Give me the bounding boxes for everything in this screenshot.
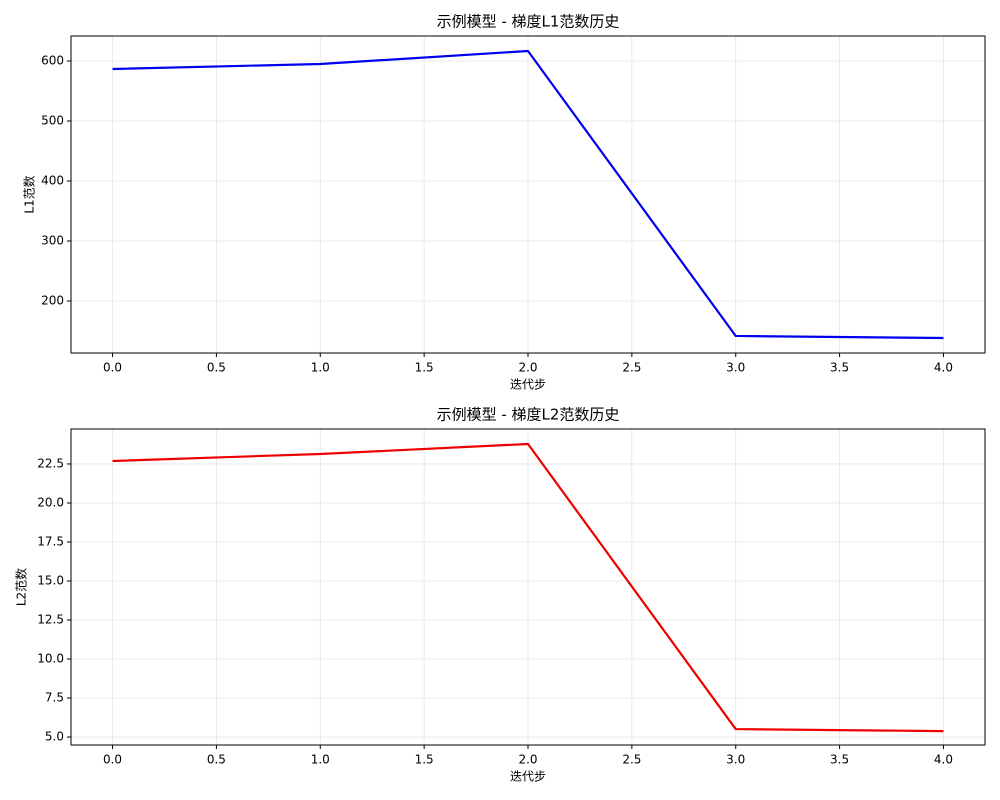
- x-tick-label: 3.0: [726, 753, 745, 767]
- plot-frame: [70, 428, 986, 746]
- y-tick-label: 12.5: [37, 613, 64, 627]
- y-tick-label: 600: [41, 54, 64, 68]
- data-line: [112, 49, 944, 340]
- y-axis-label: L1范数: [22, 175, 37, 213]
- y-tick-label: 5.0: [45, 730, 64, 744]
- x-tick-label: 1.5: [415, 753, 434, 767]
- subplot: 0.0 0.5 1.0 1.5 2.0 2.5 3.0 3.5 4.0 5.0 7.5 10.0 12.…: [14, 406, 986, 784]
- x-tick-label: 0.5: [207, 361, 226, 375]
- x-tick-label: 1.0: [311, 753, 330, 767]
- y-tick-label: 200: [41, 293, 64, 307]
- x-tick-label: 0.0: [103, 753, 122, 767]
- plot-frame: [70, 35, 986, 354]
- x-tick-label: 2.5: [622, 361, 641, 375]
- x-tick-label: 1.0: [311, 361, 330, 375]
- x-tick-label: 0.0: [103, 361, 122, 375]
- y-tick-label: 500: [41, 114, 64, 128]
- chart-title: 示例模型 - 梯度L1范数历史: [437, 13, 620, 31]
- x-axis-label: 迭代步: [510, 770, 546, 784]
- subplot: 0.0 0.5 1.0 1.5 2.0 2.5 3.0 3.5 4.0 200 300 400 500 6…: [22, 13, 986, 392]
- y-tick-label: 7.5: [45, 691, 64, 705]
- y-tick-label: 20.0: [37, 495, 64, 509]
- data-line: [112, 442, 944, 733]
- x-tick-label: 2.5: [622, 753, 641, 767]
- y-tick-label: 10.0: [37, 652, 64, 666]
- y-tick-label: 15.0: [37, 573, 64, 587]
- y-tick-label: 400: [41, 174, 64, 188]
- x-tick-label: 4.0: [934, 361, 953, 375]
- x-axis-label: 迭代步: [510, 378, 546, 392]
- x-tick-label: 1.5: [415, 361, 434, 375]
- x-tick-label: 0.5: [207, 753, 226, 767]
- x-tick-label: 3.5: [830, 753, 849, 767]
- y-axis-label: L2范数: [14, 568, 29, 606]
- x-tick-label: 4.0: [934, 753, 953, 767]
- y-tick-label: 300: [41, 233, 64, 247]
- y-tick-label: 17.5: [37, 534, 64, 548]
- x-tick-label: 2.0: [518, 361, 537, 375]
- y-tick-label: 22.5: [37, 456, 64, 470]
- x-tick-label: 2.0: [518, 753, 537, 767]
- x-tick-label: 3.0: [726, 361, 745, 375]
- x-tick-label: 3.5: [830, 361, 849, 375]
- chart-title: 示例模型 - 梯度L2范数历史: [437, 406, 620, 424]
